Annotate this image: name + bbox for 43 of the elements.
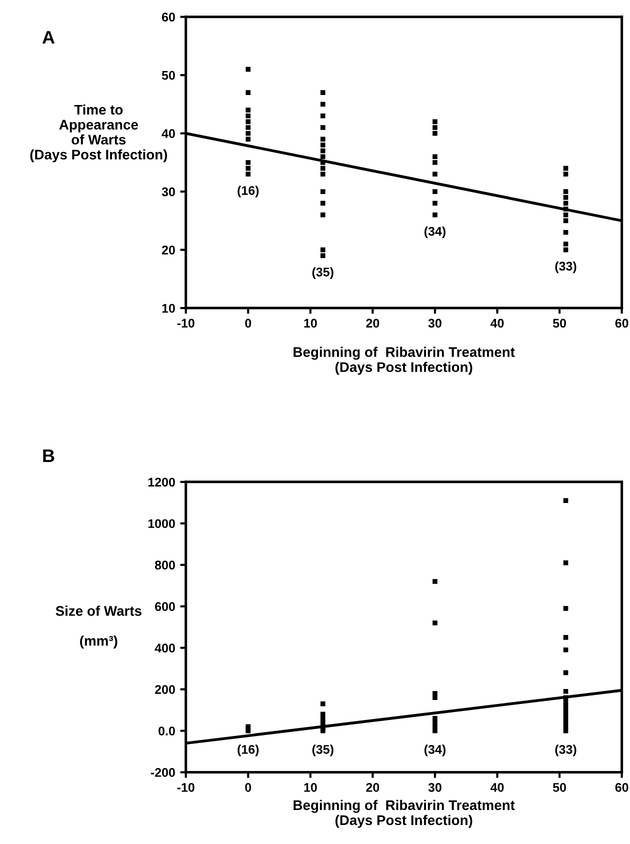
annotation: (33): [555, 261, 576, 274]
chart-title: B: [43, 450, 54, 462]
text: A: [42, 31, 55, 44]
x-tick-label: 60: [615, 783, 628, 792]
x-tick-label: 10: [304, 783, 317, 792]
y-tick-label: 1000: [148, 519, 175, 528]
annotation: (16): [238, 186, 259, 198]
x-tick-label: -10: [177, 318, 194, 328]
x-tick-label: 10: [304, 318, 317, 328]
annotation: (34): [424, 226, 446, 238]
x-tick-label: 0: [245, 783, 252, 792]
annotation: (35): [312, 744, 334, 756]
annotation: (34): [424, 744, 446, 756]
x-tick-label: 50: [552, 318, 566, 328]
y-tick-label: 20: [162, 246, 175, 254]
x-tick-label: 40: [490, 783, 504, 792]
x-tick-label: 60: [615, 318, 628, 328]
x-tick-label: 40: [490, 318, 504, 328]
x-axis-title: Beginning of Ribavirin Treatment (Days Post Infection): [294, 800, 515, 828]
y-tick-label: 40: [162, 129, 175, 138]
y-tick-label: 1200: [148, 478, 175, 487]
text: Size of Warts (mm³): [56, 606, 142, 649]
x-tick-label: -10: [177, 783, 194, 792]
x-tick-label: 50: [552, 783, 566, 792]
x-axis-title: Beginning of Ribavirin Treatment (Days Post Infection): [294, 346, 515, 375]
y-tick-label: 50: [162, 70, 175, 80]
x-tick-label: 20: [366, 318, 380, 328]
y-tick-label: 60: [162, 12, 175, 22]
x-tick-label: 30: [428, 783, 442, 792]
x-tick-label: 20: [366, 783, 380, 792]
y-tick-label: 600: [155, 602, 175, 612]
annotation: (16): [238, 744, 259, 756]
y-tick-label: 800: [154, 560, 175, 570]
x-tick-label: 0: [245, 318, 252, 328]
y-tick-label: 200: [155, 685, 175, 694]
y-tick-label: 400: [154, 644, 175, 652]
y-tick-label: 0.0: [158, 726, 175, 736]
annotation: (35): [312, 267, 334, 279]
x-tick-label: 30: [428, 318, 442, 328]
y-tick-label: 30: [162, 187, 175, 196]
y-tick-label: -200: [150, 768, 175, 777]
annotation: (33): [555, 744, 576, 756]
y-tick-label: 10: [162, 304, 175, 313]
